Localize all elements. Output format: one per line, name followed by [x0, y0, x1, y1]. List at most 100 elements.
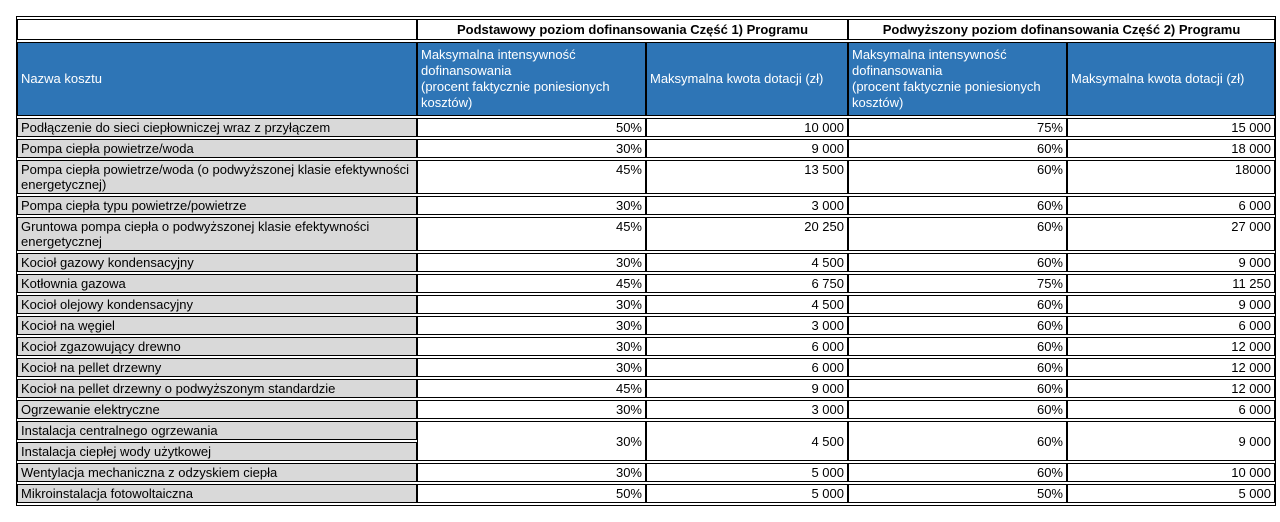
basic-amount-cell: 20 250: [646, 217, 848, 251]
table-row: Kocioł olejowy kondensacyjny 30% 4 500 6…: [17, 295, 1275, 314]
table-row: Instalacja centralnego ogrzewania 30% 4 …: [17, 421, 1275, 461]
corner-empty-cell: [17, 19, 417, 40]
basic-amount-cell: 6 750: [646, 274, 848, 293]
basic-amount-cell: 4 500: [646, 421, 848, 461]
basic-intensity-cell: 45%: [417, 217, 646, 251]
basic-intensity-cell: 30%: [417, 316, 646, 335]
elevated-intensity-cell: 60%: [848, 160, 1067, 194]
cost-name-cell: Kocioł gazowy kondensacyjny: [17, 253, 417, 272]
elevated-amount-cell: 12 000: [1067, 358, 1275, 377]
basic-intensity-cell: 50%: [417, 484, 646, 503]
basic-intensity-cell: 30%: [417, 463, 646, 482]
basic-amount-cell: 9 000: [646, 379, 848, 398]
elevated-amount-cell: 6 000: [1067, 196, 1275, 215]
elevated-intensity-cell: 60%: [848, 139, 1067, 158]
basic-intensity-cell: 45%: [417, 274, 646, 293]
elevated-intensity-cell: 75%: [848, 118, 1067, 137]
elevated-intensity-cell: 60%: [848, 217, 1067, 251]
elevated-amount-cell: 9 000: [1067, 253, 1275, 272]
cost-name-cell: Gruntowa pompa ciepła o podwyższonej kla…: [17, 217, 417, 251]
basic-intensity-cell: 30%: [417, 139, 646, 158]
basic-intensity-cell: 30%: [417, 295, 646, 314]
elevated-amount-cell: 9 000: [1067, 295, 1275, 314]
elevated-intensity-cell: 60%: [848, 421, 1067, 461]
cost-name-cell: Kotłownia gazowa: [17, 274, 417, 293]
group-header-elevated: Podwyższony poziom dofinansowania Część …: [848, 19, 1275, 40]
table-row: Instalacja ciepłej wody użytkowej: [17, 442, 1275, 461]
table-row: Ogrzewanie elektryczne 30% 3 000 60% 6 0…: [17, 400, 1275, 419]
elevated-intensity-cell: 60%: [848, 337, 1067, 356]
elevated-amount-cell: 10 000: [1067, 463, 1275, 482]
cost-name-cell: Pompa ciepła powietrze/woda (o podwyższo…: [17, 160, 417, 194]
cost-name-cell: Podłączenie do sieci ciepłowniczej wraz …: [17, 118, 417, 137]
elevated-intensity-cell: 60%: [848, 358, 1067, 377]
elevated-amount-cell: 12 000: [1067, 379, 1275, 398]
column-header-basic-intensity: Maksymalna intensywność dofinansowania (…: [417, 42, 646, 116]
table-row: Pompa ciepła powietrze/woda (o podwyższo…: [17, 160, 1275, 194]
table-row: Pompa ciepła typu powietrze/powietrze 30…: [17, 196, 1275, 215]
elevated-amount-cell: 9 000: [1067, 421, 1275, 461]
elevated-intensity-cell: 60%: [848, 253, 1067, 272]
cost-name-cell: Instalacja ciepłej wody użytkowej: [17, 442, 417, 461]
basic-amount-cell: 6 000: [646, 337, 848, 356]
basic-intensity-cell: 45%: [417, 379, 646, 398]
elevated-amount-cell: 5 000: [1067, 484, 1275, 503]
elevated-amount-cell: 18000: [1067, 160, 1275, 194]
elevated-amount-cell: 12 000: [1067, 337, 1275, 356]
table-row: Kocioł na pellet drzewny 30% 6 000 60% 1…: [17, 358, 1275, 377]
cost-name-cell: Kocioł zgazowujący drewno: [17, 337, 417, 356]
cost-name-cell: Kocioł na pellet drzewny: [17, 358, 417, 377]
column-header-cost-name: Nazwa kosztu: [17, 42, 417, 116]
elevated-intensity-cell: 75%: [848, 274, 1067, 293]
group-header-row: Podstawowy poziom dofinansowania Część 1…: [17, 19, 1275, 40]
column-header-row: Nazwa kosztu Maksymalna intensywność dof…: [17, 42, 1275, 116]
column-header-elevated-intensity: Maksymalna intensywność dofinansowania (…: [848, 42, 1067, 116]
elevated-amount-cell: 27 000: [1067, 217, 1275, 251]
elevated-intensity-cell: 50%: [848, 484, 1067, 503]
elevated-intensity-cell: 60%: [848, 463, 1067, 482]
elevated-amount-cell: 18 000: [1067, 139, 1275, 158]
table-row: Pompa ciepła powietrze/woda 30% 9 000 60…: [17, 139, 1275, 158]
basic-intensity-cell: 30%: [417, 253, 646, 272]
basic-intensity-cell: 30%: [417, 196, 646, 215]
cost-name-cell: Instalacja centralnego ogrzewania: [17, 421, 417, 440]
elevated-intensity-cell: 60%: [848, 400, 1067, 419]
cost-name-cell: Ogrzewanie elektryczne: [17, 400, 417, 419]
basic-amount-cell: 4 500: [646, 295, 848, 314]
cost-name-cell: Kocioł na węgiel: [17, 316, 417, 335]
table-row: Wentylacja mechaniczna z odzyskiem ciepł…: [17, 463, 1275, 482]
cost-name-cell: Kocioł olejowy kondensacyjny: [17, 295, 417, 314]
table-row: Kocioł gazowy kondensacyjny 30% 4 500 60…: [17, 253, 1275, 272]
table-row: Kotłownia gazowa 45% 6 750 75% 11 250: [17, 274, 1275, 293]
basic-intensity-cell: 30%: [417, 421, 646, 461]
basic-amount-cell: 13 500: [646, 160, 848, 194]
elevated-intensity-cell: 60%: [848, 196, 1067, 215]
column-header-elevated-amount: Maksymalna kwota dotacji (zł): [1067, 42, 1275, 116]
basic-amount-cell: 5 000: [646, 484, 848, 503]
basic-intensity-cell: 45%: [417, 160, 646, 194]
table-row: Kocioł zgazowujący drewno 30% 6 000 60% …: [17, 337, 1275, 356]
table-row: Mikroinstalacja fotowoltaiczna 50% 5 000…: [17, 484, 1275, 503]
basic-amount-cell: 3 000: [646, 316, 848, 335]
cost-name-cell: Kocioł na pellet drzewny o podwyższonym …: [17, 379, 417, 398]
table-row: Kocioł na pellet drzewny o podwyższonym …: [17, 379, 1275, 398]
basic-intensity-cell: 30%: [417, 358, 646, 377]
elevated-amount-cell: 6 000: [1067, 316, 1275, 335]
basic-intensity-cell: 50%: [417, 118, 646, 137]
cost-name-cell: Pompa ciepła typu powietrze/powietrze: [17, 196, 417, 215]
basic-amount-cell: 3 000: [646, 400, 848, 419]
basic-amount-cell: 5 000: [646, 463, 848, 482]
elevated-amount-cell: 15 000: [1067, 118, 1275, 137]
elevated-intensity-cell: 60%: [848, 295, 1067, 314]
cost-name-cell: Pompa ciepła powietrze/woda: [17, 139, 417, 158]
elevated-intensity-cell: 60%: [848, 316, 1067, 335]
elevated-amount-cell: 11 250: [1067, 274, 1275, 293]
basic-intensity-cell: 30%: [417, 337, 646, 356]
basic-amount-cell: 6 000: [646, 358, 848, 377]
basic-amount-cell: 3 000: [646, 196, 848, 215]
basic-amount-cell: 4 500: [646, 253, 848, 272]
basic-amount-cell: 10 000: [646, 118, 848, 137]
table-row: Podłączenie do sieci ciepłowniczej wraz …: [17, 118, 1275, 137]
table-row: Kocioł na węgiel 30% 3 000 60% 6 000: [17, 316, 1275, 335]
group-header-basic: Podstawowy poziom dofinansowania Część 1…: [417, 19, 848, 40]
